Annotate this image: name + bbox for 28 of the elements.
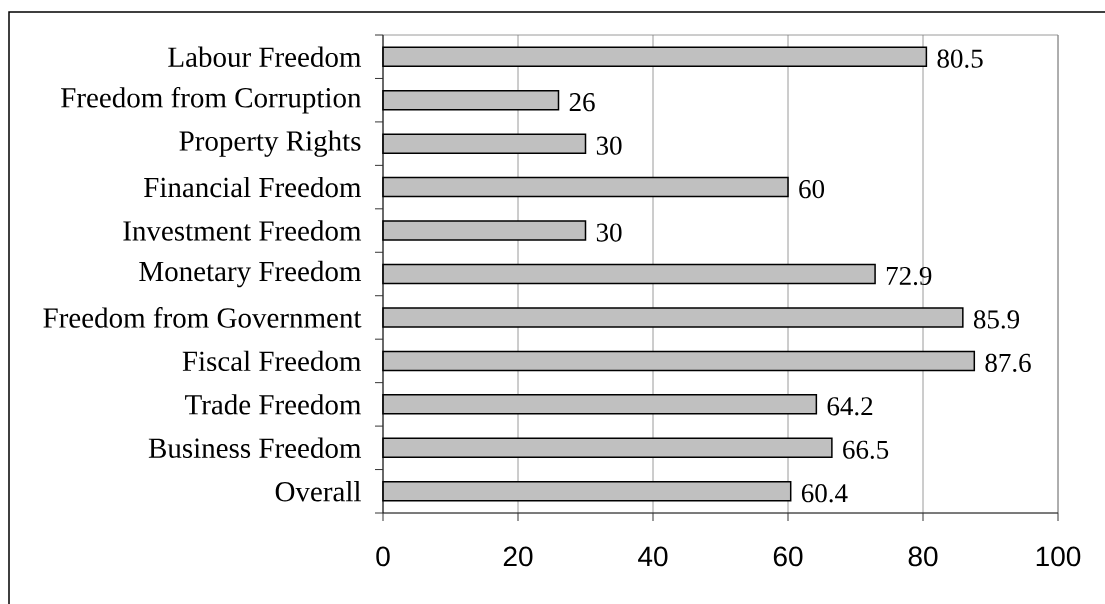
y-tick-label: Business Freedom (148, 437, 362, 459)
data-label: 66.5 (843, 440, 889, 459)
y-tick-label: Monetary Freedom (139, 260, 362, 288)
data-label: 26 (569, 93, 595, 112)
y-tick-label: Freedom from Corruption (61, 86, 362, 114)
data-label: 85.9 (973, 310, 1020, 329)
x-tick-label: 20 (503, 546, 533, 567)
y-tick-label: Labour Freedom (168, 46, 362, 67)
y-tick-label: Property Rights (179, 130, 361, 157)
x-tick-label: 40 (638, 546, 668, 567)
y-tick-label: Financial Freedom (144, 176, 362, 198)
y-tick-label: Overall (275, 481, 361, 502)
y-tick-label: Freedom from Government (43, 307, 362, 328)
x-tick-label: 60 (773, 546, 803, 567)
y-tick-label: Trade Freedom (185, 394, 362, 415)
data-label: 60.4 (801, 484, 848, 503)
data-label: 80.5 (937, 49, 983, 68)
data-label: 30 (596, 223, 622, 242)
data-label: 30 (596, 136, 622, 155)
y-tick-label: Fiscal Freedom (182, 350, 362, 372)
x-tick-label: 0 (376, 546, 390, 567)
data-label: 64.2 (827, 397, 873, 416)
y-tick-label: Investment Freedom (123, 220, 362, 241)
x-tick-label: 80 (908, 546, 938, 567)
data-label: 87.6 (985, 353, 1031, 373)
data-label: 60 (799, 179, 825, 199)
x-tick-label: 100 (1036, 546, 1081, 567)
data-label: 72.9 (886, 266, 932, 286)
